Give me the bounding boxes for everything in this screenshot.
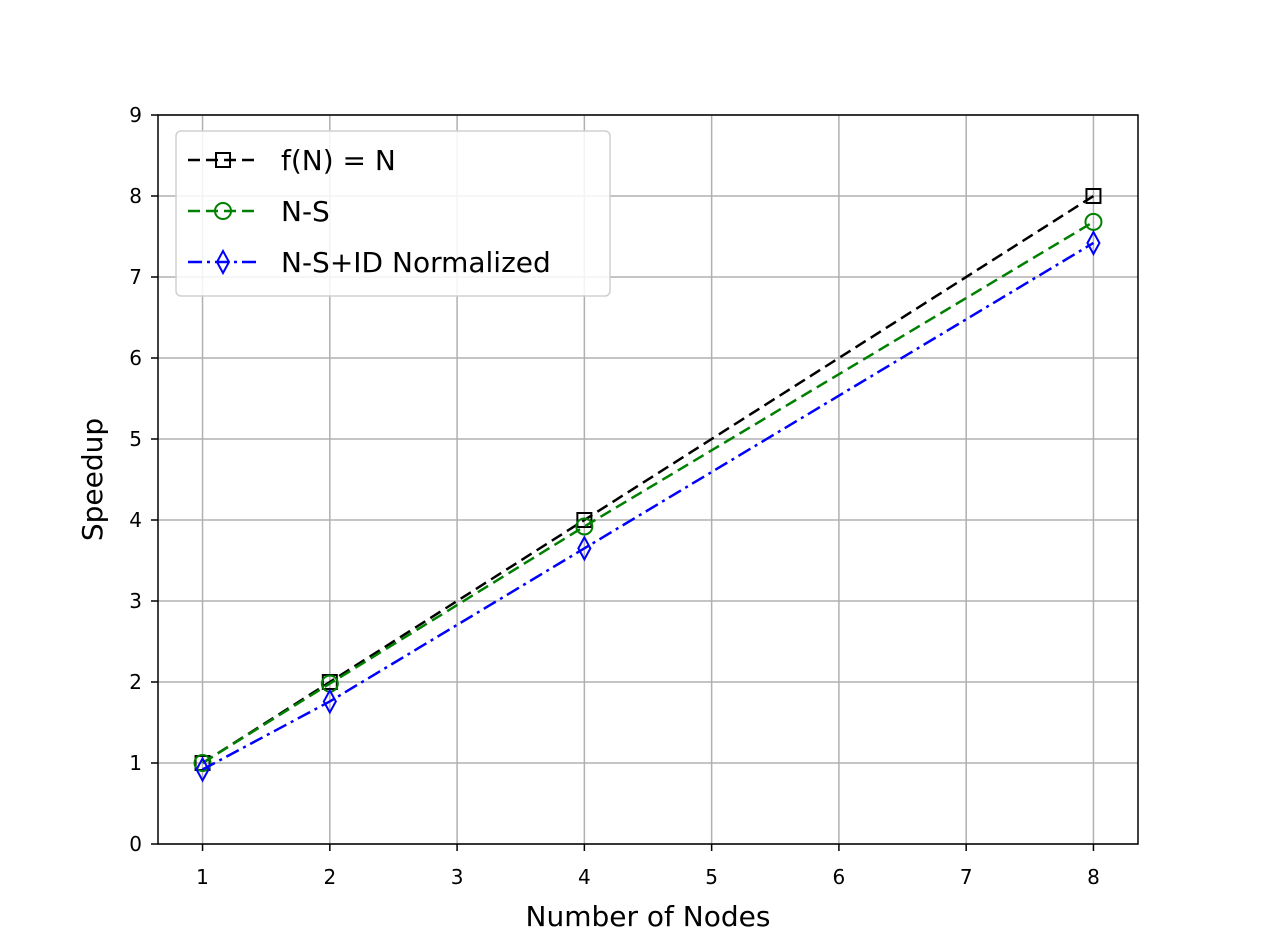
data-point-diamond: [195, 756, 210, 783]
data-point-square: [1085, 188, 1102, 204]
y-tick-label: 1: [129, 751, 142, 775]
y-tick-label: 7: [129, 265, 142, 289]
series-2: [195, 229, 1101, 783]
x-tick-label: 5: [705, 865, 718, 889]
y-tick-label: 2: [129, 670, 142, 694]
legend-marker-diamond: [215, 248, 231, 276]
legend-label: N-S+ID Normalized: [281, 246, 551, 279]
legend-marker-circle: [214, 202, 232, 220]
legend-marker-square: [215, 152, 231, 168]
data-point-square: [576, 512, 593, 528]
legend-label: N-S: [281, 195, 330, 228]
legend-entry: f(N) = N: [188, 144, 396, 177]
data-point-circle: [193, 754, 212, 772]
series-line: [201, 241, 1095, 771]
y-tick-label: 4: [129, 508, 142, 532]
legend-label: f(N) = N: [281, 144, 396, 177]
y-tick-label: 5: [129, 427, 142, 451]
axis-ticks: 1 2 3 4 5 6 7 8 0 1 2 3 4 5 6 7 8 9: [129, 103, 1100, 889]
data-point-diamond: [1086, 229, 1101, 257]
x-axis-label: Number of Nodes: [526, 900, 771, 933]
series-layer: [193, 188, 1103, 783]
series-1: [193, 212, 1103, 772]
data-point-diamond: [322, 688, 337, 715]
series-line: [201, 220, 1095, 765]
data-point-circle: [575, 517, 594, 536]
legend-entry: N-S: [188, 195, 330, 228]
y-tick-label: 3: [129, 589, 142, 613]
plot-frame: [157, 114, 1139, 845]
y-tick-label: 0: [129, 832, 142, 856]
x-tick-label: 3: [451, 865, 464, 889]
x-tick-label: 8: [1087, 865, 1100, 889]
x-tick-label: 1: [196, 865, 209, 889]
legend: f(N) = N N-S N-S+ID Normalized: [175, 130, 611, 297]
data-point-diamond: [577, 535, 592, 562]
legend-box: [175, 130, 611, 297]
legend-entry: N-S+ID Normalized: [188, 246, 551, 279]
y-tick-label: 9: [129, 103, 142, 127]
y-axis-label: Speedup: [76, 418, 109, 541]
y-tick-label: 8: [129, 184, 142, 208]
x-tick-label: 6: [833, 865, 846, 889]
y-tick-label: 6: [129, 346, 142, 370]
x-tick-label: 4: [578, 865, 591, 889]
x-tick-label: 2: [323, 865, 336, 889]
x-tick-label: 7: [960, 865, 973, 889]
